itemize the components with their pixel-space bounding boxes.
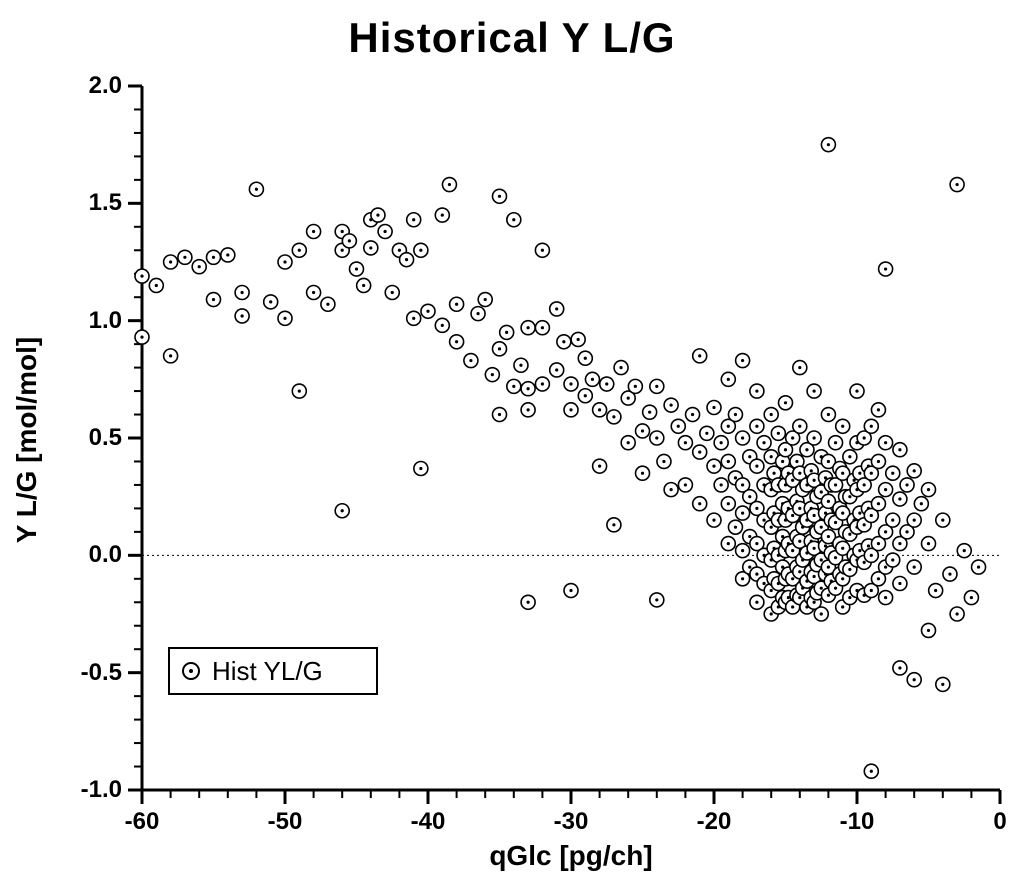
x-tick-label: -60 — [112, 808, 172, 836]
x-tick-label: 0 — [970, 808, 1024, 836]
x-tick-label: -40 — [398, 808, 458, 836]
x-tick-label: -10 — [827, 808, 887, 836]
y-tick-label: -1.0 — [81, 776, 122, 804]
y-tick-label: 1.5 — [89, 189, 122, 217]
x-tick-label: -30 — [541, 808, 601, 836]
x-tick-label: -50 — [255, 808, 315, 836]
x-tick-label: -20 — [684, 808, 744, 836]
y-tick-label: 0.0 — [89, 541, 122, 569]
x-axis-label: qGlc [pg/ch] — [142, 840, 1000, 872]
scatter-chart: Historical Y L/G Y L/G [mol/mol] qGlc [p… — [0, 0, 1024, 896]
y-tick-label: 1.0 — [89, 307, 122, 335]
legend-marker-icon — [182, 662, 200, 680]
legend: Hist YL/G — [168, 647, 378, 695]
y-tick-label: -0.5 — [81, 659, 122, 687]
y-axis-label: Y L/G [mol/mol] — [11, 240, 43, 640]
y-tick-label: 0.5 — [89, 424, 122, 452]
chart-title: Historical Y L/G — [0, 14, 1024, 62]
y-tick-label: 2.0 — [89, 72, 122, 100]
chart-canvas — [0, 0, 1024, 896]
legend-label: Hist YL/G — [212, 656, 323, 687]
